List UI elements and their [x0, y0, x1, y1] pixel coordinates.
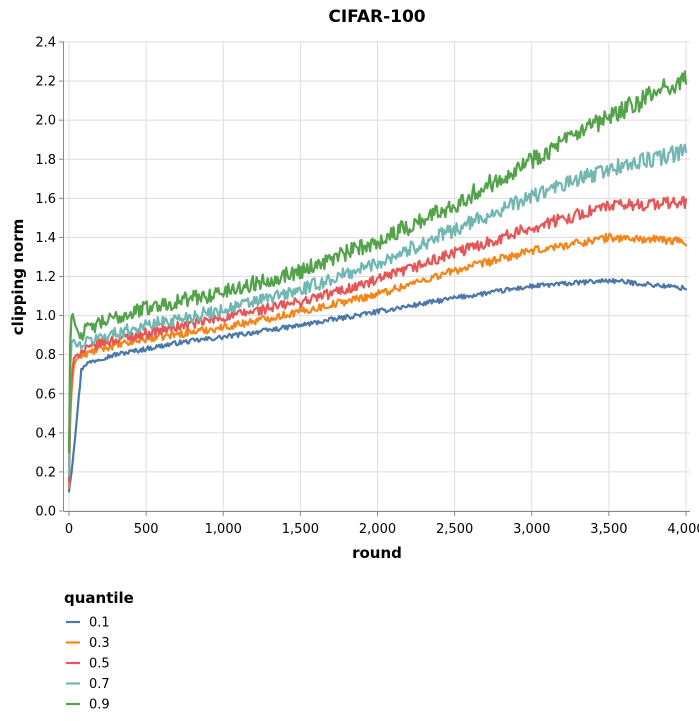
x-tick-label: 1,000: [205, 522, 242, 537]
legend-label: 0.7: [89, 677, 110, 692]
y-tick-label: 0.0: [35, 505, 56, 520]
y-tick-label: 2.4: [35, 36, 56, 51]
legend-label: 0.1: [89, 616, 110, 631]
series-line-0.3: [67, 232, 688, 489]
legend: quantile 0.1 0.3 0.5 0.7 0.9: [64, 589, 134, 713]
x-tick-label: 2,000: [359, 522, 396, 537]
grid-lines: [64, 41, 690, 512]
series-line-0.7: [67, 143, 688, 477]
series-lines: [67, 70, 688, 493]
x-tick-label: 4,000: [667, 522, 699, 537]
y-tick-label: 1.8: [35, 153, 56, 168]
y-axis-ticks: 0.0 0.2 0.4 0.6 0.8 1.0 1.2 1.4 1.6 1.8 2.0 2.2 2.4: [35, 36, 64, 520]
legend-label: 0.3: [89, 636, 110, 651]
y-axis-title: clipping norm: [9, 219, 27, 335]
legend-label: 0.9: [89, 698, 110, 713]
y-tick-label: 1.0: [35, 309, 56, 324]
x-tick-label: 3,500: [590, 522, 627, 537]
x-tick-label: 0: [65, 522, 73, 537]
y-tick-label: 0.8: [35, 348, 56, 363]
y-tick-label: 2.2: [35, 75, 56, 90]
legend-title: quantile: [64, 589, 134, 607]
y-tick-label: 0.4: [35, 426, 56, 441]
x-tick-label: 1,500: [282, 522, 319, 537]
x-tick-label: 2,500: [436, 522, 473, 537]
x-axis-title: round: [352, 544, 402, 562]
chart-title: CIFAR-100: [328, 7, 425, 27]
legend-label: 0.5: [89, 657, 110, 672]
y-tick-label: 0.6: [35, 387, 56, 402]
series-line-0.1: [67, 277, 688, 493]
y-tick-label: 1.6: [35, 192, 56, 207]
y-tick-label: 0.2: [35, 465, 56, 480]
series-line-0.9: [67, 70, 688, 454]
x-tick-label: 3,000: [513, 522, 550, 537]
x-tick-label: 500: [134, 522, 159, 537]
series-line-0.5: [67, 195, 688, 483]
y-tick-label: 1.4: [35, 231, 56, 246]
y-tick-label: 2.0: [35, 114, 56, 129]
x-axis-ticks: 0 500 1,000 1,500 2,000 2,500 3,000 3,500 4,000: [65, 511, 699, 537]
y-tick-label: 1.2: [35, 270, 56, 285]
